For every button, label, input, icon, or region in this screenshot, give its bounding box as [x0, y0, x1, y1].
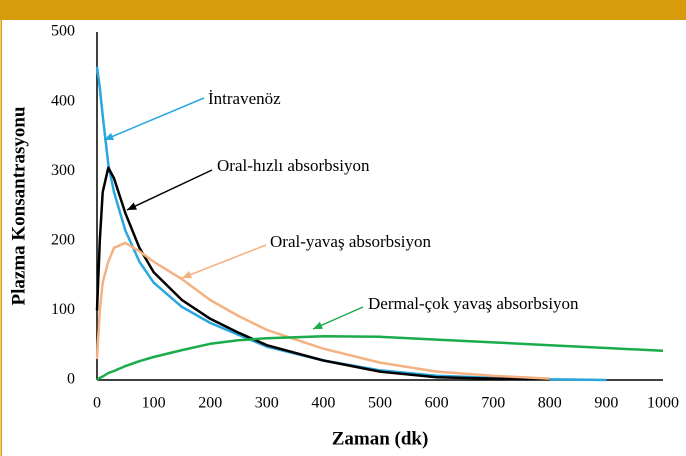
arrow-head: [127, 202, 137, 210]
frame-edge: [0, 0, 2, 456]
series-label: İntravenöz: [208, 89, 281, 108]
annotation-arrow: [126, 169, 213, 211]
series-label: Dermal-çok yavaş absorbsiyon: [368, 294, 579, 313]
x-tick-label: 1000: [647, 395, 679, 412]
banner: [0, 0, 686, 20]
x-tick-label: 600: [425, 395, 449, 412]
x-tick-label: 700: [481, 395, 505, 412]
x-tick-label: 400: [311, 395, 335, 412]
y-tick-label: 200: [51, 231, 75, 248]
arrow-head: [104, 132, 114, 141]
y-tick-label: 500: [51, 23, 75, 40]
annotation-arrow: [181, 244, 267, 279]
x-axis-title: Zaman (dk): [332, 428, 429, 449]
x-tick-label: 900: [594, 395, 618, 412]
arrow-head: [313, 321, 323, 329]
series-label: Oral-yavaş absorbsiyon: [270, 232, 431, 251]
series-line: [95, 66, 607, 382]
y-tick-label: 400: [51, 92, 75, 109]
arrow-head: [182, 271, 192, 279]
x-tick-label: 200: [198, 395, 222, 412]
y-tick-label: 300: [51, 162, 75, 179]
series-line: [96, 334, 664, 381]
x-tick-label: 0: [93, 395, 101, 412]
series-line: [95, 241, 550, 380]
y-tick-label: 0: [67, 371, 75, 388]
series-label: Oral-hızlı absorbsiyon: [217, 156, 370, 175]
series-line: [95, 166, 550, 381]
x-tick-label: 300: [255, 395, 279, 412]
x-tick-label: 500: [368, 395, 392, 412]
x-tick-label: 100: [142, 395, 166, 412]
annotation-arrow: [103, 97, 205, 141]
x-tick-label: 800: [538, 395, 562, 412]
y-axis-title: Plazma Konsantrasyonu: [8, 106, 29, 305]
y-tick-label: 100: [51, 301, 75, 318]
